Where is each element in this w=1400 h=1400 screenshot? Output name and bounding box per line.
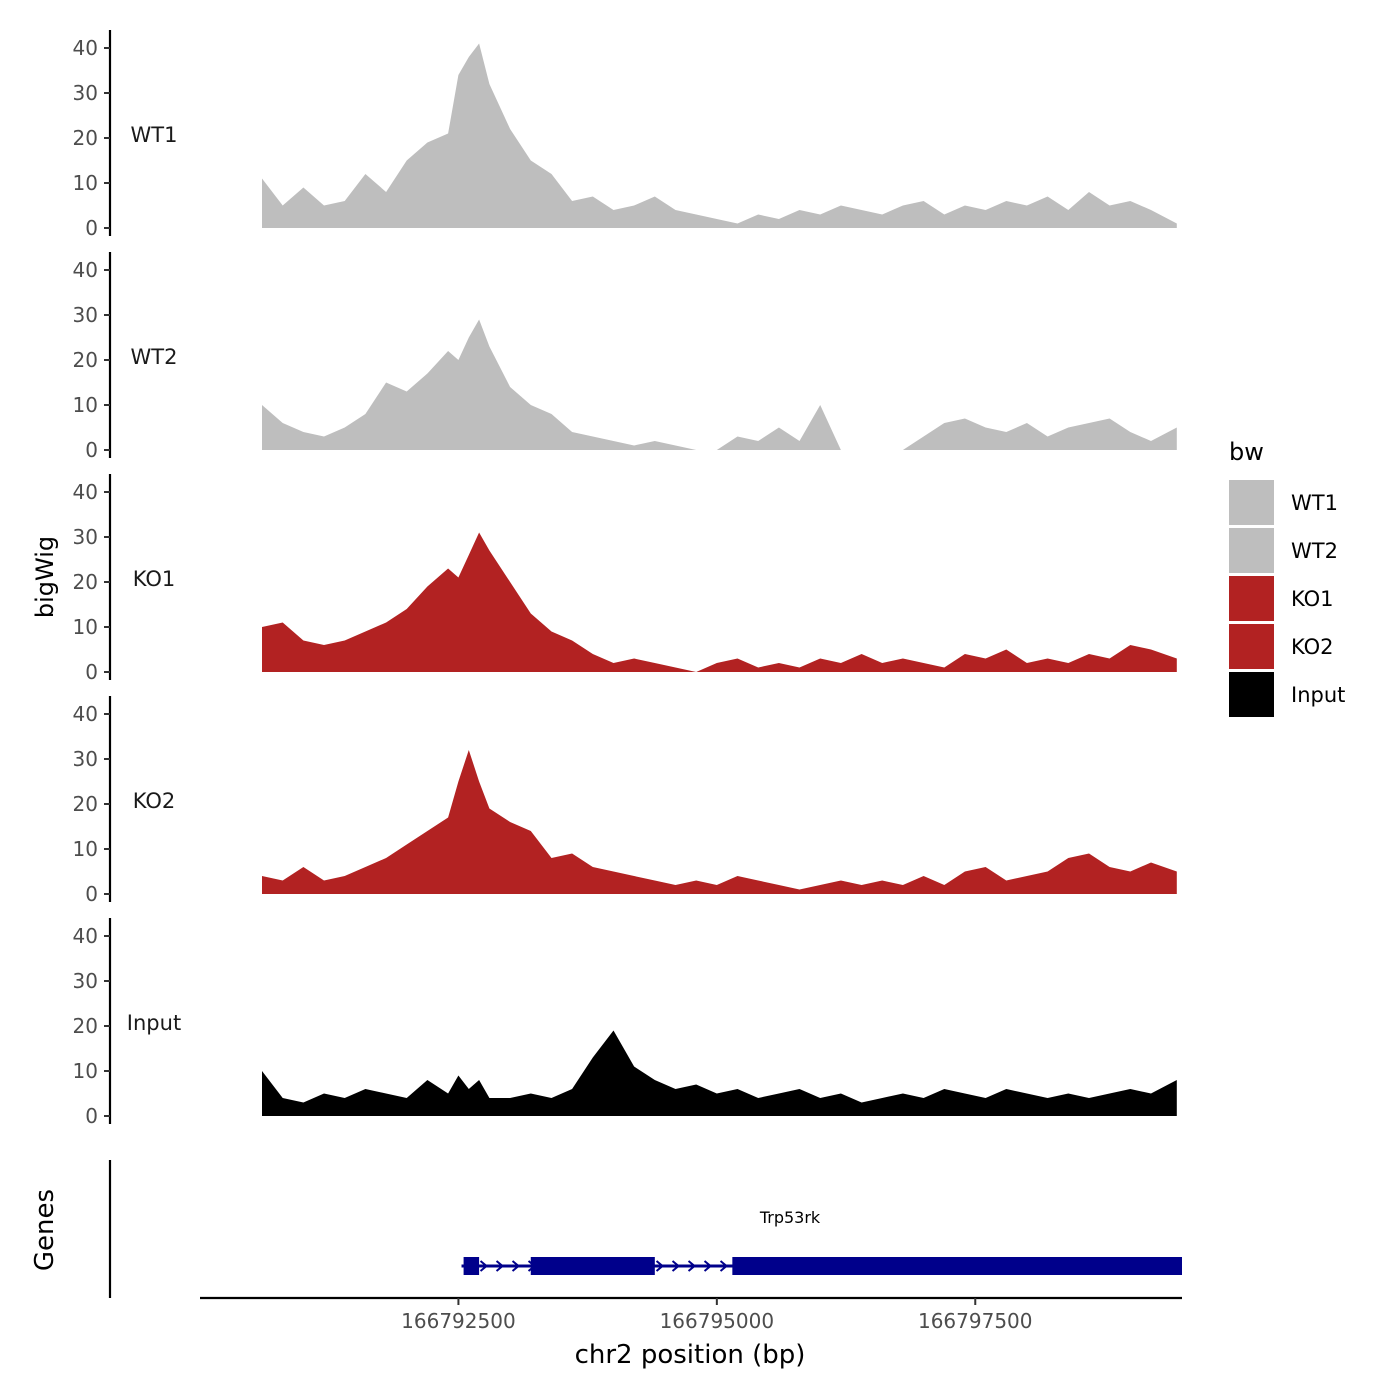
legend-label: KO2	[1291, 635, 1334, 659]
y-tick-label: 30	[73, 303, 98, 327]
track-ko1: 0 10 20 30 40 KO1	[73, 474, 1177, 684]
y-tick-label: 40	[73, 480, 98, 504]
legend-swatch	[1229, 672, 1274, 717]
legend-title: bw	[1229, 438, 1264, 466]
legend: WT1 WT2 KO1 KO2 Input	[1229, 480, 1345, 717]
y-tick-label: 20	[73, 792, 98, 816]
legend-label: KO1	[1291, 587, 1334, 611]
strand-arrow	[687, 1260, 697, 1272]
legend-swatch	[1229, 480, 1274, 525]
strand-arrow	[671, 1260, 681, 1272]
track-label: KO2	[133, 789, 176, 813]
x-tick-label: 166795000	[660, 1309, 775, 1333]
strand-arrow	[511, 1260, 521, 1272]
track-label: KO1	[133, 567, 176, 591]
legend-swatch	[1229, 624, 1274, 669]
coverage-area	[262, 750, 1177, 894]
strand-arrow	[479, 1260, 489, 1272]
gene-exon	[732, 1257, 1182, 1275]
y-tick-label: 40	[73, 258, 98, 282]
track-label: Input	[127, 1011, 181, 1035]
y-tick-label: 0	[85, 882, 98, 906]
y-tick-label: 20	[73, 348, 98, 372]
coverage-area	[262, 43, 1177, 228]
y-tick-label: 0	[85, 1104, 98, 1128]
coverage-area	[262, 532, 1177, 672]
strand-arrow	[703, 1260, 713, 1272]
y-tick-label: 20	[73, 126, 98, 150]
y-tick-label: 10	[73, 615, 98, 639]
track-wt2: 0 10 20 30 40 WT2	[73, 252, 1177, 462]
x-axis-label: chr2 position (bp)	[575, 1340, 806, 1370]
y-tick-label: 0	[85, 216, 98, 240]
y-tick-label: 30	[73, 747, 98, 771]
y-tick-label: 30	[73, 81, 98, 105]
y-tick-label: 40	[73, 924, 98, 948]
legend-label: WT1	[1291, 491, 1338, 515]
x-tick-label: 166792500	[401, 1309, 516, 1333]
gene-name-label: Trp53rk	[759, 1208, 821, 1227]
track-label: WT1	[131, 123, 178, 147]
y-tick-label: 0	[85, 660, 98, 684]
legend-swatch	[1229, 576, 1274, 621]
y-tick-label: 30	[73, 969, 98, 993]
legend-swatch	[1229, 528, 1274, 573]
y-tick-label: 10	[73, 171, 98, 195]
y-tick-label: 10	[73, 837, 98, 861]
legend-label: Input	[1291, 683, 1345, 707]
y-axis-label: bigWig	[31, 536, 59, 618]
x-tick-label: 166797500	[918, 1309, 1033, 1333]
legend-label: WT2	[1291, 539, 1338, 563]
coverage-area	[262, 1030, 1177, 1116]
track-ko2: 0 10 20 30 40 KO2	[73, 696, 1177, 906]
y-tick-label: 20	[73, 1014, 98, 1038]
y-tick-label: 20	[73, 570, 98, 594]
coverage-area	[262, 319, 1177, 450]
gene-exon	[463, 1257, 480, 1275]
strand-arrow	[655, 1260, 665, 1272]
tracks: 0 10 20 30 40 WT1 0 10 20 30 40 WT2 0 10 20 30 40 KO1 0 10 2…	[73, 30, 1177, 1128]
y-tick-label: 40	[73, 36, 98, 60]
x-axis: 166792500 166795000 166797500	[200, 1296, 1182, 1333]
strand-arrow	[495, 1260, 505, 1272]
track-input: 0 10 20 30 40 Input	[73, 918, 1177, 1128]
y-tick-label: 40	[73, 702, 98, 726]
strand-arrow	[719, 1260, 729, 1272]
track-wt1: 0 10 20 30 40 WT1	[73, 30, 1177, 240]
y-tick-label: 10	[73, 1059, 98, 1083]
y-tick-label: 10	[73, 393, 98, 417]
y-tick-label: 30	[73, 525, 98, 549]
track-label: WT2	[131, 345, 178, 369]
y-tick-label: 0	[85, 438, 98, 462]
genes-axis-label: Genes	[30, 1189, 60, 1271]
gene-exon	[530, 1257, 655, 1275]
gene-track: Trp53rk	[108, 1160, 1182, 1298]
gene-trp53rk: Trp53rk	[461, 1208, 1182, 1275]
